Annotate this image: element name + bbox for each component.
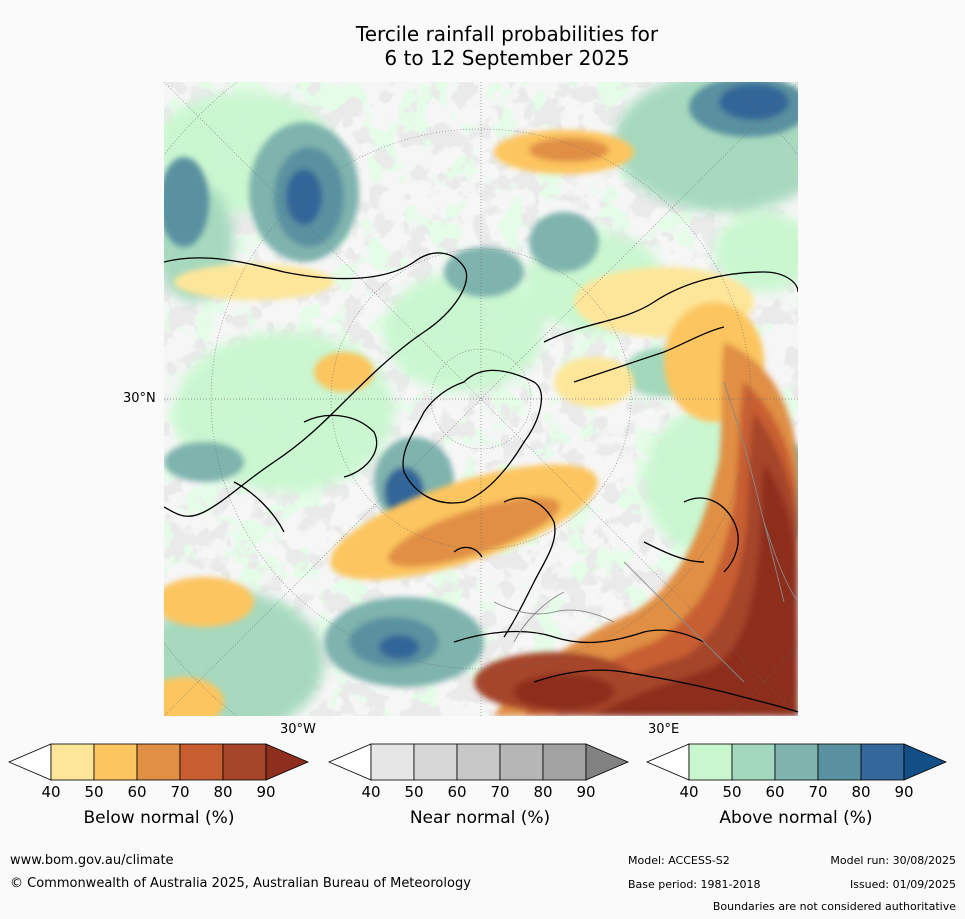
colorbar-above-tick-label: 80 (851, 783, 871, 801)
colorbar-below-bin-60 (136, 743, 181, 781)
title-line-2: 6 to 12 September 2025 (384, 46, 630, 70)
colorbar-label-above-normal: Above normal (%) (719, 808, 873, 828)
footer-issued: Issued: 01/09/2025 (849, 878, 956, 891)
colorbar-above-tick-label: 90 (894, 783, 914, 801)
colorbar-above-tick-label: 60 (765, 783, 785, 801)
colorbar-above-bin-40 (688, 743, 733, 781)
colorbar-above-bin-80 (860, 743, 905, 781)
colorbar-near-bin-60 (456, 743, 501, 781)
footer-model-run: Model run: 30/08/2025 (830, 854, 956, 867)
colorbar-below-max-arrow (265, 743, 310, 781)
footer-disclaimer: Boundaries are not considered authoritat… (712, 900, 956, 913)
colorbar-below-tick-label: 90 (256, 783, 276, 801)
colorbar-near-bin-40 (370, 743, 415, 781)
colorbar-label-below-normal: Below normal (%) (83, 808, 235, 828)
colorbar-above-bin-60 (774, 743, 819, 781)
colorbar-below-bin-50 (93, 743, 138, 781)
colorbar-below-normal (8, 743, 310, 781)
colorbar-label-near-normal: Near normal (%) (409, 808, 551, 828)
longitude-label-30w: 30°W (280, 722, 316, 737)
longitude-label-30e: 30°E (648, 722, 680, 737)
colorbar-near-tick-label: 90 (576, 783, 596, 801)
colorbar-near-normal (328, 743, 630, 781)
map-svg (164, 82, 798, 716)
colorbar-below-tick-label: 70 (170, 783, 190, 801)
colorbar-near-tick-label: 80 (533, 783, 553, 801)
colorbar-above-normal (646, 743, 948, 781)
colorbar-near-tick-label: 40 (361, 783, 381, 801)
colorbar-above-bin-70 (817, 743, 862, 781)
colorbar-above-bin-50 (731, 743, 776, 781)
footer-model: Model: ACCESS-S2 (628, 854, 730, 867)
footer-url: www.bom.gov.au/climate (10, 853, 174, 868)
colorbar-near-bin-70 (499, 743, 544, 781)
colorbar-near-bin-80 (542, 743, 587, 781)
footer-copyright: © Commonwealth of Australia 2025, Austra… (10, 876, 471, 891)
colorbar-near-tick-label: 60 (447, 783, 467, 801)
colorbar-below-tick-label: 50 (84, 783, 104, 801)
colorbar-above-min-arrow (646, 743, 690, 781)
title-line-1: Tercile rainfall probabilities for (355, 22, 659, 46)
colorbar-near-bin-50 (413, 743, 458, 781)
colorbar-below-bin-40 (50, 743, 95, 781)
colorbar-below-tick-label: 40 (41, 783, 61, 801)
latitude-label-30n: 30°N (123, 391, 156, 406)
chart-title: Tercile rainfall probabilities for 6 to … (0, 22, 965, 70)
colorbar-below-tick-label: 80 (213, 783, 233, 801)
colorbar-near-tick-label: 50 (404, 783, 424, 801)
colorbar-below-bin-70 (179, 743, 224, 781)
colorbar-near-max-arrow (585, 743, 630, 781)
footer-base-period: Base period: 1981-2018 (628, 878, 761, 891)
colorbar-above-tick-label: 40 (679, 783, 699, 801)
colorbar-above-tick-label: 70 (808, 783, 828, 801)
colorbar-above-max-arrow (903, 743, 948, 781)
colorbar-near-tick-label: 70 (490, 783, 510, 801)
colorbar-below-bin-80 (222, 743, 267, 781)
colorbar-above-tick-label: 50 (722, 783, 742, 801)
colorbar-below-min-arrow (8, 743, 52, 781)
probability-map (164, 82, 798, 716)
colorbar-below-tick-label: 60 (127, 783, 147, 801)
colorbar-near-min-arrow (328, 743, 372, 781)
